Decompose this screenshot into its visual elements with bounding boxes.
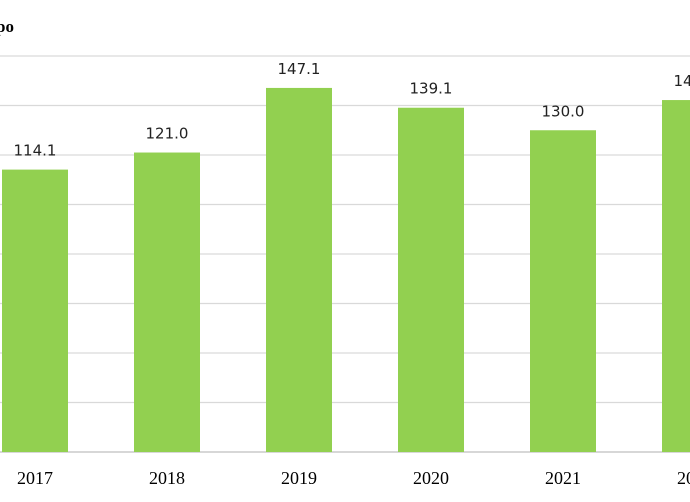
x-tick-label: 2019 xyxy=(281,468,317,488)
value-label: 121.0 xyxy=(146,125,189,143)
x-tick-label: 2018 xyxy=(149,468,185,488)
value-label: 147.1 xyxy=(278,60,321,78)
bar xyxy=(662,100,690,453)
bar xyxy=(134,152,200,452)
x-tick-label: 2017 xyxy=(17,468,53,488)
value-label: 114.1 xyxy=(14,142,57,160)
value-label: 139.1 xyxy=(410,80,453,98)
value-label: 130.0 xyxy=(542,102,585,120)
bar xyxy=(398,107,464,452)
bar xyxy=(530,130,596,452)
value-label: 142.2 xyxy=(674,72,690,90)
x-tick-label: 2020 xyxy=(413,468,449,488)
x-tick-label: 2022 xyxy=(677,468,690,488)
bar xyxy=(2,169,68,453)
bar xyxy=(266,87,332,453)
x-tick-label: 2021 xyxy=(545,468,581,488)
chart-title: po xyxy=(0,17,14,36)
